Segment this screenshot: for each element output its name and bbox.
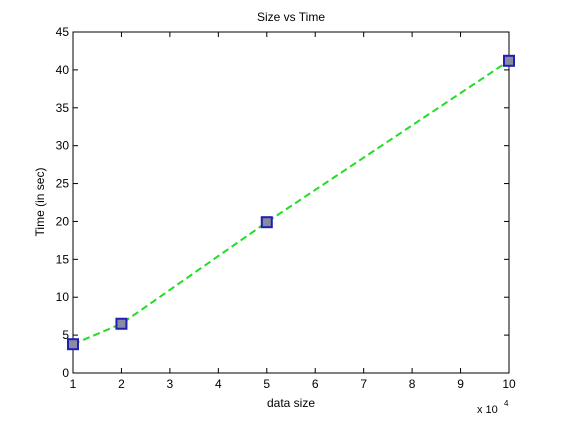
y-tick-label: 40 [56, 63, 70, 77]
data-point-marker [67, 338, 79, 351]
x-exponent-power: 4 [504, 399, 509, 408]
y-tick-label: 30 [56, 139, 70, 153]
chart-title: Size vs Time [257, 10, 325, 24]
x-tick-label: 1 [70, 377, 77, 391]
x-tick-label: 3 [167, 377, 174, 391]
series-line [72, 59, 510, 346]
x-tick-label: 7 [360, 377, 367, 391]
data-point-marker [503, 54, 515, 67]
y-axis-label: Time (in sec) [33, 168, 47, 237]
y-tick-label: 35 [56, 101, 70, 115]
x-tick-label: 8 [409, 377, 416, 391]
y-tick-label: 0 [62, 366, 69, 380]
y-tick-label: 10 [56, 290, 70, 304]
x-tick-label: 4 [215, 377, 222, 391]
data-point-marker [260, 216, 273, 229]
x-tick-label: 5 [263, 377, 270, 391]
x-exponent-base: x 10 [477, 404, 498, 416]
y-tick-label: 20 [56, 214, 70, 228]
x-axis-label: data size [267, 396, 315, 410]
y-tick-label: 15 [56, 252, 70, 266]
series-layer [67, 54, 515, 351]
x-tick-label: 9 [457, 377, 464, 391]
y-tick-label: 5 [62, 328, 69, 342]
data-point-marker [115, 317, 128, 330]
axes-box [72, 31, 510, 374]
x-tick-label: 6 [312, 377, 319, 391]
y-tick-label: 45 [56, 25, 70, 39]
x-tick-label: 2 [118, 377, 125, 391]
x-tick-label: 10 [502, 377, 516, 391]
y-tick-label: 25 [56, 177, 70, 191]
